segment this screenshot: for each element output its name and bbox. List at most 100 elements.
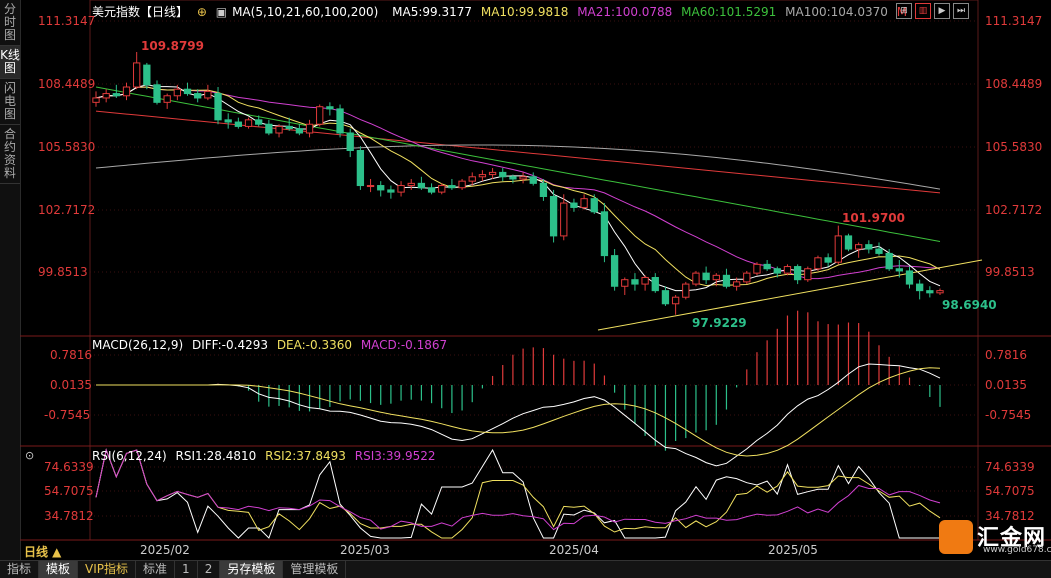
candle-body bbox=[539, 182, 548, 197]
candle-body bbox=[641, 277, 649, 285]
rsi-axis-right-2: 34.7812 bbox=[985, 509, 1035, 523]
candle-body bbox=[651, 277, 659, 292]
logo-icon bbox=[939, 520, 973, 554]
rsi1-line bbox=[95, 448, 940, 539]
macd-axis-left-1: 0.0135 bbox=[50, 378, 92, 392]
price-axis-left-4: 99.8513 bbox=[38, 265, 88, 279]
logo-url: www.gold678.com bbox=[983, 545, 1051, 555]
candle-body bbox=[122, 86, 131, 97]
period-selector[interactable]: 日线 ▲ bbox=[24, 545, 62, 559]
candle-body bbox=[580, 198, 588, 208]
price-axis-left-1: 108.4489 bbox=[38, 77, 96, 91]
candle-body bbox=[885, 252, 893, 270]
macd-axis-right-2: -0.7545 bbox=[985, 408, 1032, 422]
candle-body bbox=[295, 128, 304, 134]
tab-2[interactable]: 2 bbox=[198, 561, 221, 578]
candle-body bbox=[804, 268, 812, 281]
tab-manage-template[interactable]: 管理模板 bbox=[283, 561, 347, 578]
ma-more[interactable]: M bbox=[896, 5, 908, 19]
price-axis-right-3: 102.7172 bbox=[985, 203, 1043, 217]
macd-axis-right-0: 0.7816 bbox=[985, 348, 1027, 362]
tab-template[interactable]: 模板 bbox=[39, 561, 79, 578]
price-axis-right-2: 105.5830 bbox=[985, 140, 1043, 154]
candle-body bbox=[336, 108, 344, 134]
candle-body bbox=[448, 185, 456, 189]
candle-body bbox=[865, 244, 873, 250]
brand-logo: 汇金网 www.gold678.com bbox=[939, 518, 1051, 558]
ma5-line bbox=[95, 84, 941, 292]
tab-intraday[interactable]: 分时图 bbox=[0, 0, 20, 46]
price-axis-right-0: 111.3147 bbox=[985, 14, 1043, 28]
rsi-axis-left-2: 34.7812 bbox=[44, 509, 94, 523]
x-label-3: 2025/05 bbox=[768, 543, 818, 557]
annotation-last-high: 101.9700 bbox=[842, 211, 906, 225]
tab-vip-indicator[interactable]: VIP指标 bbox=[78, 561, 137, 578]
candle-body bbox=[214, 93, 222, 121]
candle-body bbox=[407, 182, 415, 187]
tab-standard[interactable]: 标准 bbox=[136, 561, 176, 578]
ma21-value: MA21:100.0788 bbox=[577, 5, 673, 19]
candle-body bbox=[854, 244, 863, 250]
candle-body bbox=[458, 180, 466, 189]
ma5-value: MA5:99.3177 bbox=[392, 5, 473, 19]
ma100-value: MA100:104.0370 bbox=[785, 5, 888, 19]
candle-body bbox=[926, 290, 934, 294]
candle-icon[interactable]: ▥ bbox=[915, 3, 931, 19]
candle-body bbox=[590, 198, 598, 213]
rsi-axis-left-0: 74.6339 bbox=[44, 460, 94, 474]
candle-body bbox=[244, 119, 253, 127]
candle-body bbox=[692, 272, 700, 285]
x-label-0: 2025/02 bbox=[140, 543, 190, 557]
candle-body bbox=[153, 84, 161, 103]
tab-flash[interactable]: 闪电图 bbox=[0, 79, 20, 125]
chart-canvas[interactable] bbox=[0, 0, 1051, 560]
candle-body bbox=[875, 248, 883, 254]
candle-body bbox=[600, 211, 609, 257]
candle-body bbox=[183, 88, 192, 95]
rsi-axis-right-1: 54.7075 bbox=[985, 484, 1035, 498]
rsi-settings-icon[interactable]: ⊙ bbox=[25, 449, 35, 462]
price-axis-right-1: 108.4489 bbox=[985, 77, 1043, 91]
candle-body bbox=[326, 106, 334, 110]
candle-body bbox=[621, 279, 629, 287]
candle-body bbox=[753, 263, 761, 274]
candle-body bbox=[143, 64, 151, 86]
rsi-axis-right-0: 74.6339 bbox=[985, 460, 1035, 474]
macd-legend: MACD(26,12,9) DIFF:-0.4293 DEA:-0.3360 M… bbox=[92, 338, 452, 352]
macd-diff: DIFF:-0.4293 bbox=[191, 338, 268, 352]
rsi-1: RSI1:28.4810 bbox=[175, 449, 257, 463]
candle-body bbox=[356, 150, 365, 187]
settings-icon[interactable]: ⊕ bbox=[196, 5, 207, 19]
candle-body bbox=[285, 125, 293, 130]
tab-save-template[interactable]: 另存模板 bbox=[220, 561, 284, 578]
candle-body bbox=[234, 121, 243, 127]
candle-body bbox=[763, 263, 771, 270]
candle-body bbox=[488, 171, 497, 176]
tab-contract-info[interactable]: 合约资料 bbox=[0, 125, 20, 184]
candle-body bbox=[722, 274, 731, 287]
candle-body bbox=[427, 187, 436, 193]
price-axis-left-0: 111.3147 bbox=[38, 14, 96, 28]
play-icon[interactable]: ▶ bbox=[934, 3, 950, 19]
candle-body bbox=[712, 274, 720, 281]
tab-1[interactable]: 1 bbox=[175, 561, 198, 578]
candle-body bbox=[529, 176, 537, 184]
candle-body bbox=[173, 88, 182, 97]
macd-diff-line bbox=[96, 363, 941, 467]
tab-kline[interactable]: K线图 bbox=[0, 46, 20, 79]
next-icon[interactable]: ⏭ bbox=[953, 3, 969, 19]
candle-body bbox=[112, 93, 120, 97]
grid-icon[interactable]: ⊞ bbox=[896, 3, 912, 19]
rsi-params: RSI(6,12,24) bbox=[92, 449, 167, 463]
logo-text: 汇金网 bbox=[977, 526, 1047, 551]
x-label-1: 2025/03 bbox=[340, 543, 390, 557]
candle-body bbox=[824, 257, 832, 263]
tab-indicator[interactable]: 指标 bbox=[0, 561, 40, 578]
macd-axis-left-2: -0.7545 bbox=[44, 408, 91, 422]
candle-body bbox=[783, 266, 792, 274]
candle-body bbox=[346, 132, 354, 152]
candle-body bbox=[732, 281, 741, 287]
candle-body bbox=[895, 268, 903, 272]
candle-body bbox=[194, 93, 202, 99]
candle-body bbox=[682, 283, 690, 298]
